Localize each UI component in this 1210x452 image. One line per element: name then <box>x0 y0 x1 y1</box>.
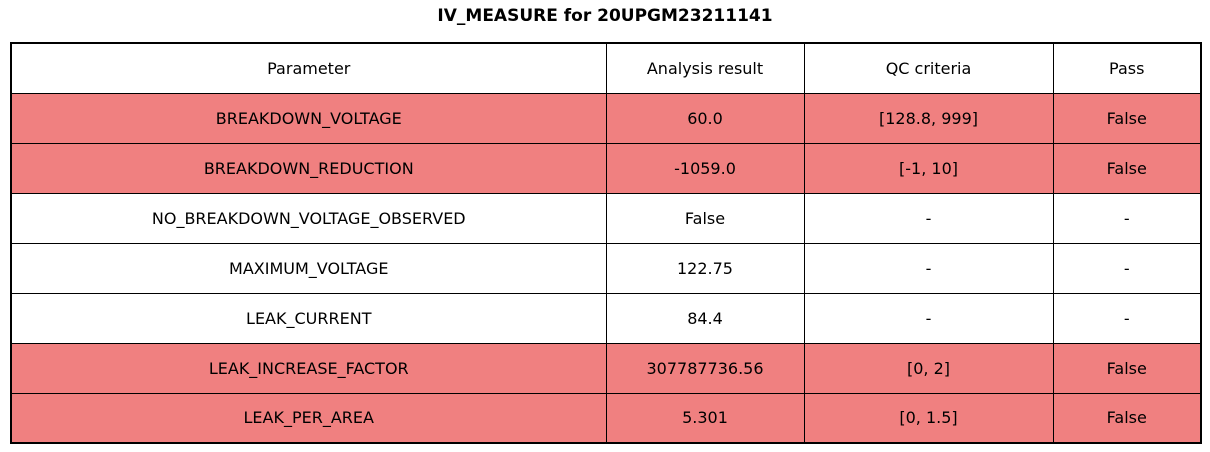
pass-cell: - <box>1052 242 1202 294</box>
parameter-cell: BREAKDOWN_VOLTAGE <box>10 92 607 144</box>
table-row: LEAK_INCREASE_FACTOR 307787736.56 [0, 2] Fa… <box>10 342 1202 394</box>
qc-criteria-cell: [128.8, 999] <box>803 92 1054 144</box>
parameter-cell: LEAK_PER_AREA <box>10 392 607 444</box>
pass-cell: - <box>1052 292 1202 344</box>
qc-criteria-cell: - <box>803 242 1054 294</box>
qc-criteria-cell: [0, 2] <box>803 342 1054 394</box>
table-header-row: Parameter Analysis result QC criteria Pa… <box>10 42 1202 94</box>
column-header-qc-criteria: QC criteria <box>803 42 1054 94</box>
analysis-result-cell: -1059.0 <box>605 142 805 194</box>
parameter-cell: BREAKDOWN_REDUCTION <box>10 142 607 194</box>
table-row: MAXIMUM_VOLTAGE 122.75- - <box>10 242 1202 294</box>
analysis-result-cell: False <box>605 192 805 244</box>
page-title: IV_MEASURE for 20UPGM23211141 <box>437 6 773 26</box>
analysis-result-cell: 307787736.56 <box>605 342 805 394</box>
parameter-cell: LEAK_INCREASE_FACTOR <box>10 342 607 394</box>
parameter-cell: LEAK_CURRENT <box>10 292 607 344</box>
analysis-result-cell: 84.4 <box>605 292 805 344</box>
table-row: BREAKDOWN_VOLTAGE 60.0 [128.8, 999] False <box>10 92 1202 144</box>
parameter-cell: MAXIMUM_VOLTAGE <box>10 242 607 294</box>
table-row: NO_BREAKDOWN_VOLTAGE_OBSERVED False - - <box>10 192 1202 244</box>
qc-results-table: Parameter Analysis result QC criteria Pa… <box>10 42 1202 444</box>
pass-cell: False <box>1052 92 1202 144</box>
pass-cell: False <box>1052 142 1202 194</box>
pass-cell: False <box>1052 342 1202 394</box>
analysis-result-cell: 122.75 <box>605 242 805 294</box>
table-row: BREAKDOWN_REDUCTION -1059.0 [-1, 10] False <box>10 142 1202 194</box>
qc-criteria-cell: - <box>803 292 1054 344</box>
column-header-pass: Pass <box>1052 42 1202 94</box>
analysis-result-cell: 60.0 <box>605 92 805 144</box>
parameter-cell: NO_BREAKDOWN_VOLTAGE_OBSERVED <box>10 192 607 244</box>
table-row: LEAK_PER_AREA 5.301 [0, 1.5] False <box>10 392 1202 444</box>
column-header-parameter: Parameter <box>10 42 607 94</box>
qc-criteria-cell: - <box>803 192 1054 244</box>
table-row: LEAK_CURRENT 84.4- - <box>10 292 1202 344</box>
qc-criteria-cell: [-1, 10] <box>803 142 1054 194</box>
qc-criteria-cell: [0, 1.5] <box>803 392 1054 444</box>
pass-cell: - <box>1052 192 1202 244</box>
pass-cell: False <box>1052 392 1202 444</box>
column-header-analysis-result: Analysis result <box>605 42 805 94</box>
analysis-result-cell: 5.301 <box>605 392 805 444</box>
